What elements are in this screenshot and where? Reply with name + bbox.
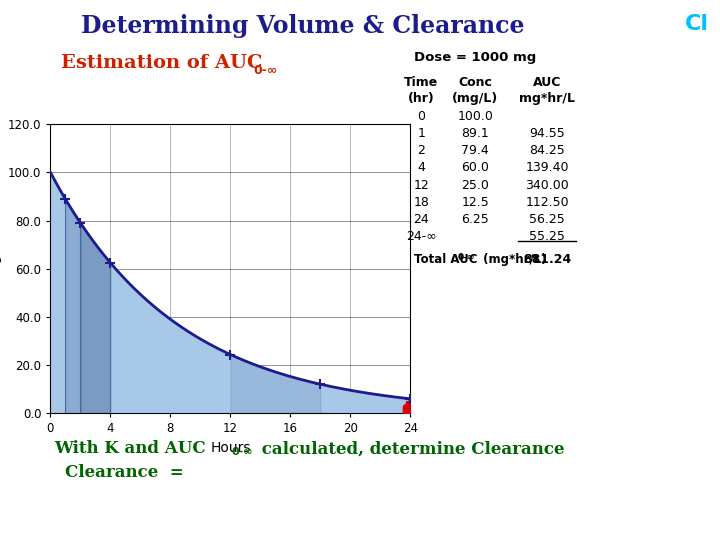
Text: (mg/L): (mg/L) (452, 92, 498, 105)
Text: calculated, determine Clearance: calculated, determine Clearance (256, 440, 564, 457)
Text: 84.25: 84.25 (529, 144, 565, 157)
Text: 24: 24 (413, 213, 429, 226)
Text: Conc: Conc (458, 76, 492, 89)
Text: 60.0: 60.0 (462, 161, 489, 174)
Text: AUC: AUC (533, 76, 562, 89)
Text: 100.0: 100.0 (457, 110, 493, 123)
Bar (406, 401, 415, 413)
Text: 12: 12 (413, 179, 429, 192)
Text: Total AUC: Total AUC (414, 253, 477, 266)
Text: 0-∞: 0-∞ (457, 253, 474, 262)
Text: With K and AUC: With K and AUC (54, 440, 206, 457)
Text: 881.24: 881.24 (523, 253, 572, 266)
Text: mg*hr/L: mg*hr/L (519, 92, 575, 105)
Text: 56.25: 56.25 (529, 213, 565, 226)
Text: 12.5: 12.5 (462, 195, 489, 209)
Text: 6.25: 6.25 (462, 213, 489, 226)
Text: (mg*hr/L): (mg*hr/L) (479, 253, 546, 266)
Text: Estimation of AUC: Estimation of AUC (61, 54, 263, 72)
Text: 4: 4 (418, 161, 425, 174)
Text: 340.00: 340.00 (526, 179, 569, 192)
Text: 1: 1 (418, 127, 425, 140)
Text: 89.1: 89.1 (462, 127, 489, 140)
Text: 24-∞: 24-∞ (406, 230, 436, 243)
Text: 25.0: 25.0 (462, 179, 489, 192)
Text: Clearance  =: Clearance = (65, 464, 184, 481)
Text: Cl: Cl (685, 14, 709, 33)
Text: 0-∞: 0-∞ (253, 64, 278, 77)
Text: Dose = 1000 mg: Dose = 1000 mg (414, 51, 536, 64)
Y-axis label: [ ] mg/L: [ ] mg/L (0, 244, 2, 293)
Text: 94.55: 94.55 (529, 127, 565, 140)
Text: 0: 0 (417, 110, 426, 123)
Text: 55.25: 55.25 (529, 230, 565, 243)
Text: 112.50: 112.50 (526, 195, 569, 209)
Text: 79.4: 79.4 (462, 144, 489, 157)
Text: 2: 2 (418, 144, 425, 157)
Text: 139.40: 139.40 (526, 161, 569, 174)
Text: 0-∞: 0-∞ (232, 447, 253, 457)
Text: 18: 18 (413, 195, 429, 209)
Text: Determining Volume & Clearance: Determining Volume & Clearance (81, 14, 524, 37)
X-axis label: Hours: Hours (210, 441, 251, 455)
Text: Time: Time (404, 76, 438, 89)
Text: (hr): (hr) (408, 92, 435, 105)
